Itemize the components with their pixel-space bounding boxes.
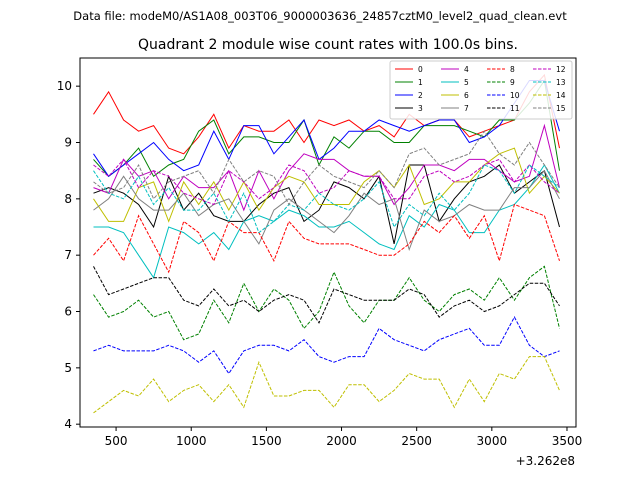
legend-label-14: 14 xyxy=(556,91,566,100)
series-line-7 xyxy=(93,169,560,252)
y-tick-label: 8 xyxy=(64,192,72,206)
x-tick-label: 2500 xyxy=(401,434,432,448)
legend-label-12: 12 xyxy=(556,65,566,74)
series-line-15 xyxy=(93,130,560,206)
y-tick-label: 9 xyxy=(64,136,72,150)
plot-frame xyxy=(79,57,577,428)
legend-label-9: 9 xyxy=(510,78,515,87)
legend-label-5: 5 xyxy=(464,78,469,87)
legend-label-10: 10 xyxy=(510,91,520,100)
series-line-0 xyxy=(93,73,560,155)
x-tick-label: 1000 xyxy=(176,434,207,448)
legend-label-4: 4 xyxy=(464,65,469,74)
y-tick-label: 6 xyxy=(64,305,72,319)
series-line-3 xyxy=(93,164,560,245)
suptitle: Data file: modeM0/AS1A08_003T06_90000036… xyxy=(73,9,567,23)
legend-label-11: 11 xyxy=(510,104,520,113)
series-line-1 xyxy=(93,79,560,178)
legend-label-13: 13 xyxy=(556,78,566,87)
legend-label-6: 6 xyxy=(464,91,469,100)
x-tick-label: 3000 xyxy=(477,434,508,448)
legend-label-8: 8 xyxy=(510,65,515,74)
x-offset-label: +3.262e8 xyxy=(516,454,575,468)
series-line-12 xyxy=(93,158,560,206)
series-line-5 xyxy=(93,164,560,279)
series-line-13 xyxy=(93,164,560,234)
chart-title: Quadrant 2 module wise count rates with … xyxy=(138,37,518,53)
series-line-11 xyxy=(93,266,560,324)
x-tick-label: 1500 xyxy=(251,434,282,448)
series-line-2 xyxy=(93,80,560,178)
x-tick-label: 2000 xyxy=(326,434,357,448)
y-tick-label: 4 xyxy=(64,417,72,431)
y-tick-label: 7 xyxy=(64,248,72,262)
legend-label-1: 1 xyxy=(418,78,423,87)
legend-label-2: 2 xyxy=(418,91,423,100)
series-line-9 xyxy=(93,265,560,341)
series-line-10 xyxy=(93,316,560,375)
legend-label-3: 3 xyxy=(418,104,423,113)
series-line-6 xyxy=(93,147,560,223)
legend-label-15: 15 xyxy=(556,104,566,113)
series-layer xyxy=(93,73,560,414)
legend-label-0: 0 xyxy=(418,65,423,74)
x-tick-label: 500 xyxy=(105,434,128,448)
legend-label-7: 7 xyxy=(464,104,469,113)
series-line-8 xyxy=(93,203,560,274)
legend-box xyxy=(389,60,573,120)
y-tick-label: 10 xyxy=(57,79,72,93)
y-tick-label: 5 xyxy=(64,361,72,375)
series-line-4 xyxy=(93,123,560,212)
series-line-14 xyxy=(93,356,560,414)
x-tick-label: 3500 xyxy=(552,434,583,448)
